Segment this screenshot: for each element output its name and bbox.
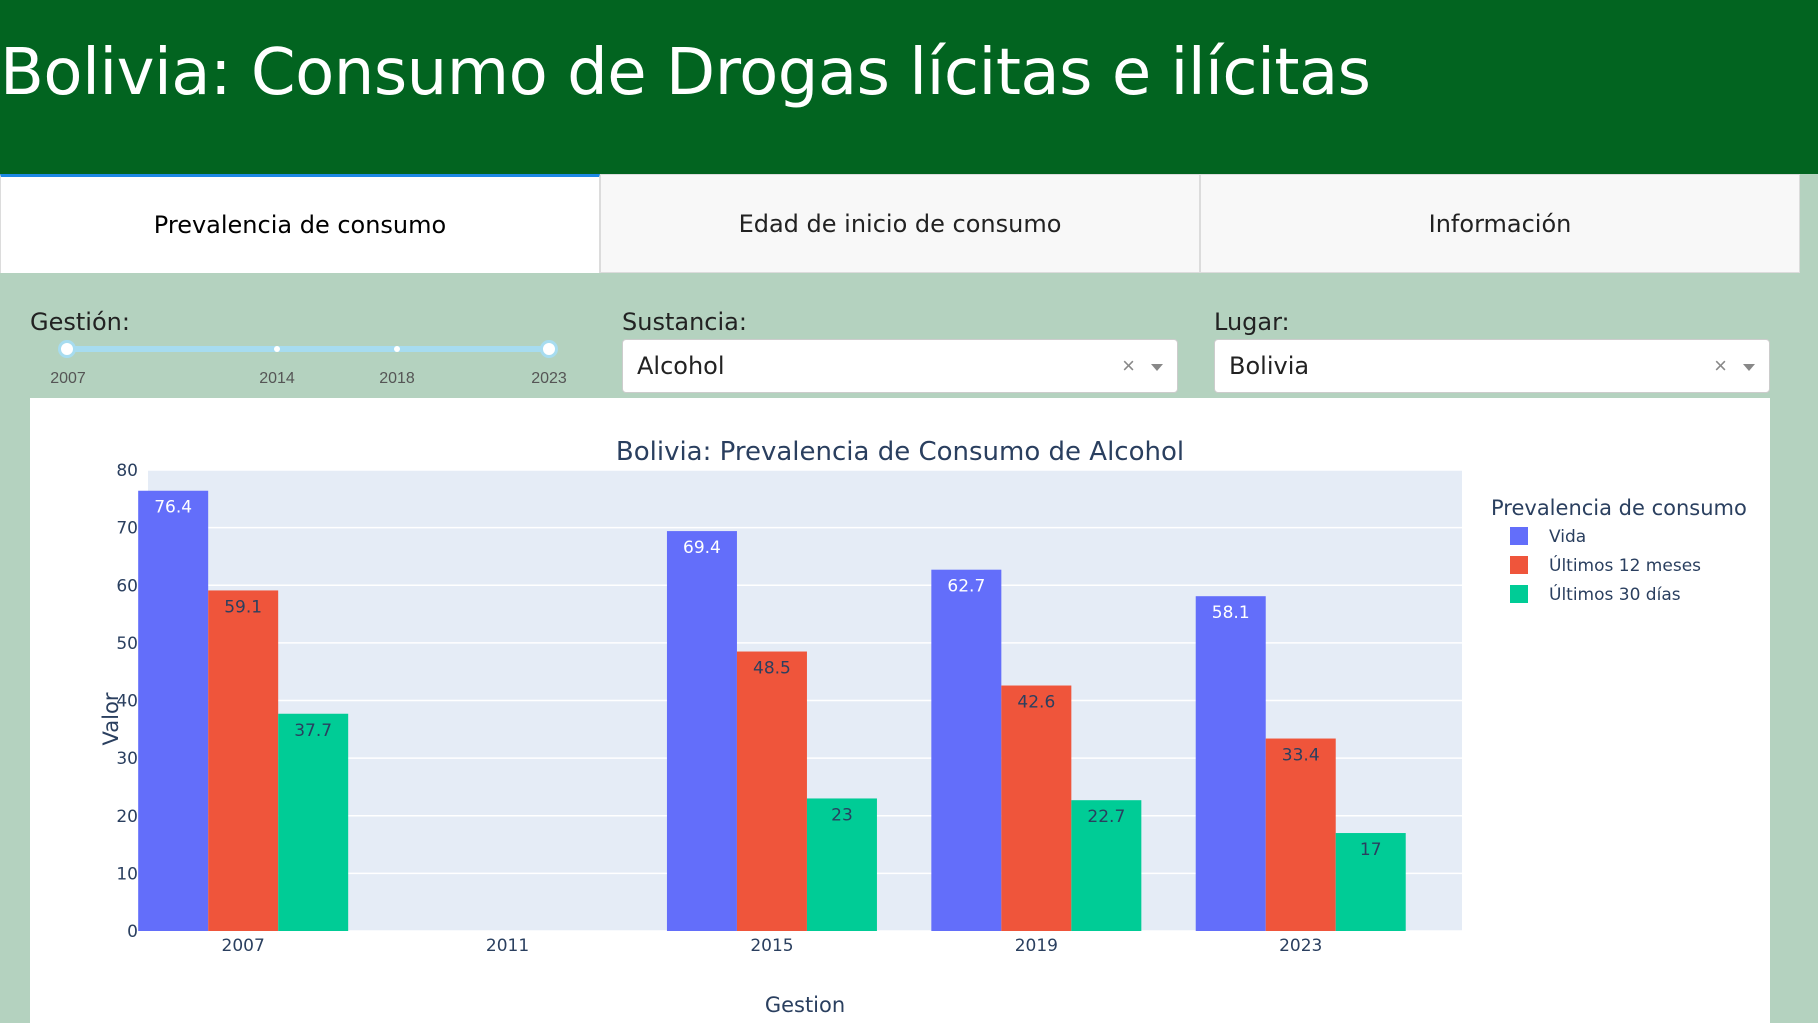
gestion-range-slider[interactable]: 2007 2014 2018 2023 — [50, 336, 567, 396]
tab-informacion[interactable]: Información — [1200, 174, 1800, 273]
y-tick-label: 10 — [116, 864, 138, 884]
slider-mark-label: 2018 — [379, 370, 415, 387]
slider-tick-2018 — [394, 346, 400, 352]
bar-value-label: 48.5 — [753, 659, 791, 679]
tab-prevalencia[interactable]: Prevalencia de consumo — [0, 174, 600, 273]
y-tick-label: 70 — [116, 519, 138, 539]
bar — [1001, 685, 1072, 931]
slider-mark-label: 2023 — [531, 370, 567, 387]
bar-value-label: 42.6 — [1017, 693, 1055, 713]
gestion-label: Gestión: — [30, 308, 130, 336]
bar — [208, 590, 279, 931]
app-header: Bolivia: Consumo de Drogas lícitas e ilí… — [0, 0, 1818, 174]
page-title: Bolivia: Consumo de Drogas lícitas e ilí… — [0, 36, 1371, 110]
bar — [138, 490, 209, 931]
x-tick-label: 2019 — [1015, 936, 1058, 956]
y-tick-label: 40 — [116, 692, 138, 712]
slider-track[interactable] — [68, 346, 550, 352]
bar — [1071, 800, 1142, 931]
bar — [736, 651, 807, 931]
y-tick-label: 60 — [116, 576, 138, 596]
bar-value-label: 23 — [831, 805, 853, 825]
bar-value-label: 17 — [1360, 840, 1382, 860]
chart-title: Bolivia: Prevalencia de Consumo de Alcoh… — [616, 437, 1184, 467]
lugar-label: Lugar: — [1214, 308, 1290, 336]
y-tick-label: 80 — [116, 461, 138, 481]
chevron-down-icon[interactable] — [1151, 364, 1163, 371]
legend-item: Vida — [1549, 527, 1586, 547]
prevalencia-bar-chart: Bolivia: Prevalencia de Consumo de Alcoh… — [99, 437, 1747, 1017]
x-tick-label: 2015 — [750, 936, 793, 956]
bar — [1335, 833, 1406, 931]
legend-swatch — [1510, 556, 1528, 574]
bar — [1195, 596, 1266, 931]
x-tick-label: 2023 — [1279, 936, 1322, 956]
x-tick-label: 2011 — [486, 936, 529, 956]
slider-handle-end[interactable] — [540, 340, 558, 358]
chart-container: Bolivia: Prevalencia de Consumo de Alcoh… — [30, 398, 1770, 1023]
bar-value-label: 59.1 — [224, 597, 262, 617]
slider-mark-label: 2007 — [50, 370, 86, 387]
bar — [806, 798, 877, 931]
bar-value-label: 76.4 — [154, 498, 192, 518]
legend-swatch — [1510, 527, 1528, 545]
tab-edad-inicio[interactable]: Edad de inicio de consumo — [600, 174, 1200, 273]
legend-item: Últimos 12 meses — [1549, 554, 1701, 576]
tab-bar: Prevalencia de consumo Edad de inicio de… — [0, 174, 1800, 273]
lugar-dropdown[interactable]: Bolivia × — [1214, 339, 1770, 393]
clear-icon[interactable]: × — [1714, 353, 1727, 378]
y-tick-label: 30 — [116, 749, 138, 769]
bar — [278, 713, 349, 931]
sustancia-label: Sustancia: — [622, 308, 747, 336]
bar-value-label: 33.4 — [1282, 746, 1320, 766]
y-tick-label: 50 — [116, 634, 138, 654]
bar-value-label: 37.7 — [294, 721, 332, 741]
clear-icon[interactable]: × — [1122, 353, 1135, 378]
sustancia-dropdown[interactable]: Alcohol × — [622, 339, 1178, 393]
bar — [1265, 738, 1336, 931]
y-tick-label: 0 — [127, 922, 138, 942]
legend-swatch — [1510, 585, 1528, 603]
chevron-down-icon[interactable] — [1743, 364, 1755, 371]
bar-value-label: 22.7 — [1087, 807, 1125, 827]
legend-title: Prevalencia de consumo — [1491, 496, 1747, 520]
y-tick-label: 20 — [116, 807, 138, 827]
bar-value-label: 69.4 — [683, 538, 721, 558]
bar — [666, 531, 737, 931]
sustancia-selected-value: Alcohol — [637, 352, 725, 380]
slider-tick-2014 — [274, 346, 280, 352]
bar-value-label: 58.1 — [1212, 603, 1250, 623]
x-axis-title: Gestion — [765, 993, 845, 1017]
legend-item: Últimos 30 días — [1549, 583, 1681, 605]
y-axis-title: Valor — [99, 692, 123, 745]
lugar-selected-value: Bolivia — [1229, 352, 1310, 380]
bar — [931, 569, 1002, 931]
bar-value-label: 62.7 — [947, 577, 985, 597]
slider-handle-start[interactable] — [58, 340, 76, 358]
slider-mark-label: 2014 — [259, 370, 295, 387]
x-tick-label: 2007 — [222, 936, 265, 956]
